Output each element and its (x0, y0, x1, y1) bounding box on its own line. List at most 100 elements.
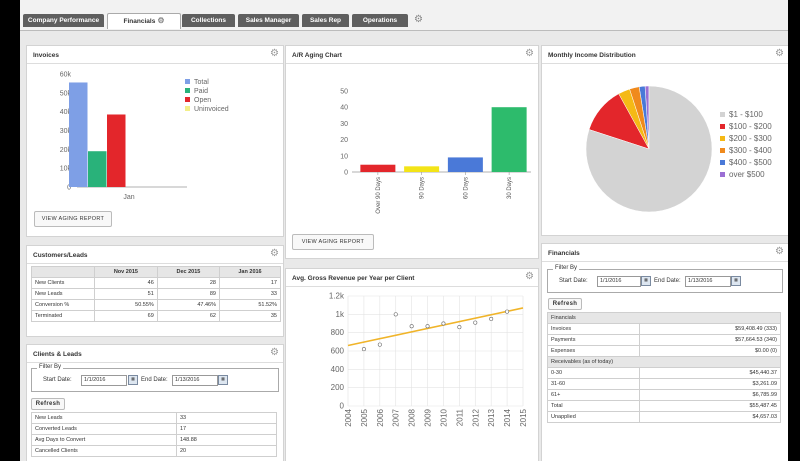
y-tick-label: 40k (60, 109, 72, 116)
x-tick-label: 30 Days (507, 177, 513, 199)
tab-sales-manager[interactable]: Sales Manager (238, 14, 299, 27)
tab-operations[interactable]: Operations (352, 14, 408, 27)
invoices-legend: Total Paid Open Uninvoiced (185, 78, 229, 114)
customers-table: Nov 2015 Dec 2015 Jan 2016 New Clients 46… (31, 266, 281, 322)
tab-settings-gear-icon[interactable]: ⚙ (414, 14, 423, 25)
y-tick-label: 1.2k (329, 292, 345, 301)
financials-table: Financials Invoices $59,408.49 (333) Paym… (547, 312, 782, 423)
start-date-input[interactable]: 1/1/2016 (81, 375, 127, 386)
legend-label: $400 - $500 (729, 158, 772, 167)
bar-over-90-days[interactable] (360, 164, 396, 172)
legend-item: $300 - $400 (720, 145, 772, 157)
bar-30-days[interactable] (491, 107, 527, 172)
table-row: Total $55,487.45 (547, 400, 782, 412)
column-header: Dec 2015 (156, 266, 221, 278)
row-label: Terminated (31, 310, 95, 322)
x-tick-label: 60 Days (463, 177, 469, 199)
tab-financials[interactable]: Financials ⚙ (107, 13, 181, 29)
section-header-row: Financials (547, 312, 781, 324)
refresh-button[interactable]: Refresh (548, 298, 582, 310)
x-tick-label: Over 90 Days (376, 177, 382, 214)
table-cell: 17 (219, 277, 281, 289)
bar-90-days[interactable] (404, 166, 440, 172)
calendar-icon[interactable]: ▦ (731, 276, 741, 286)
tab-bar: Company Performance Financials ⚙ Collecti… (20, 0, 788, 31)
bar-paid[interactable] (88, 151, 107, 187)
data-point[interactable] (377, 342, 382, 347)
legend-label: $100 - $200 (729, 122, 772, 131)
legend-swatch (720, 112, 725, 117)
gear-icon[interactable]: ⚙ (270, 48, 279, 59)
row-label: Conversion % (31, 299, 95, 311)
data-point[interactable] (393, 312, 398, 317)
legend-swatch (185, 97, 190, 102)
gross-revenue-panel: Avg. Gross Revenue per Year per Client ⚙… (285, 268, 539, 461)
calendar-icon[interactable]: ▦ (641, 276, 651, 286)
table-row: Unapplied $4,657.03 (547, 411, 782, 423)
tab-sales-rep[interactable]: Sales Rep (302, 14, 349, 27)
legend-swatch (185, 106, 190, 111)
table-cell: 17 (176, 423, 277, 435)
y-tick-label: 10 (340, 153, 348, 160)
start-date-input[interactable]: 1/1/2016 (597, 276, 641, 287)
tab-label: Company Performance (27, 17, 100, 24)
gear-icon[interactable]: ⚙ (270, 347, 279, 358)
y-tick-label: 1k (336, 310, 345, 319)
x-tick-label: Jan (123, 194, 134, 201)
data-point[interactable] (361, 347, 366, 352)
calendar-icon[interactable]: ▦ (128, 375, 138, 385)
pie-slice[interactable] (585, 85, 713, 213)
bar-60-days[interactable] (447, 157, 483, 172)
end-date-input[interactable]: 1/13/2016 (685, 276, 731, 287)
legend-swatch (720, 124, 725, 129)
table-cell: 148.88 (176, 434, 277, 446)
y-tick-label: 20k (60, 147, 72, 154)
tab-collections[interactable]: Collections (182, 14, 235, 27)
table-row: Terminated 69 62 35 (31, 310, 281, 322)
table-cell: 33 (219, 288, 281, 300)
y-tick-label: 50k (60, 90, 72, 97)
data-point[interactable] (409, 324, 414, 329)
panel-title: A/R Aging Chart (292, 52, 342, 59)
gear-icon[interactable]: ⚙ (157, 16, 165, 25)
row-label: Cancelled Clients (31, 445, 177, 457)
legend-swatch (185, 79, 190, 84)
table-cell: $3,261.09 (638, 378, 782, 390)
data-point[interactable] (489, 316, 494, 321)
gear-icon[interactable]: ⚙ (270, 248, 279, 259)
data-point[interactable] (441, 321, 446, 326)
tab-company-performance[interactable]: Company Performance (23, 14, 104, 27)
gear-icon[interactable]: ⚙ (775, 246, 784, 257)
x-tick-label: 2011 (455, 408, 464, 426)
bar-total[interactable] (69, 82, 88, 187)
view-aging-report-button[interactable]: VIEW AGING REPORT (34, 211, 112, 227)
bar-open[interactable] (107, 114, 126, 187)
gear-icon[interactable]: ⚙ (525, 271, 534, 282)
end-date-input[interactable]: 1/13/2016 (172, 375, 218, 386)
divider (542, 63, 788, 64)
calendar-icon[interactable]: ▦ (218, 375, 228, 385)
end-date-label: End Date: (141, 377, 168, 383)
monthly-income-panel: Monthly Income Distribution ⚙ $1 - $100 $… (541, 45, 788, 236)
data-point[interactable] (457, 325, 462, 330)
x-tick-label: 2008 (408, 408, 417, 426)
gear-icon[interactable]: ⚙ (775, 48, 784, 59)
row-label: Avg Days to Convert (31, 434, 177, 446)
refresh-button[interactable]: Refresh (31, 398, 65, 410)
tab-label: Sales Manager (245, 17, 292, 24)
clients-leads-panel: Clients & Leads ⚙ Filter By Start Date: … (26, 344, 284, 461)
legend-label: $200 - $300 (729, 134, 772, 143)
dashboard-frame: Company Performance Financials ⚙ Collecti… (20, 0, 788, 461)
invoices-chart: 0 10k 20k 30k 40k 50k 60k Jan (60, 72, 187, 201)
data-point[interactable] (473, 320, 478, 325)
data-point[interactable] (505, 309, 510, 314)
row-label: 0-30 (547, 367, 640, 379)
row-label: New Leads (31, 288, 95, 300)
column-header (31, 266, 95, 278)
data-point[interactable] (425, 324, 430, 329)
section-header: Receivables (as of today) (547, 356, 781, 368)
gear-icon[interactable]: ⚙ (525, 48, 534, 59)
legend-item: $200 - $300 (720, 133, 772, 145)
view-aging-report-button[interactable]: VIEW AGING REPORT (292, 234, 374, 250)
column-header: Nov 2015 (94, 266, 158, 278)
